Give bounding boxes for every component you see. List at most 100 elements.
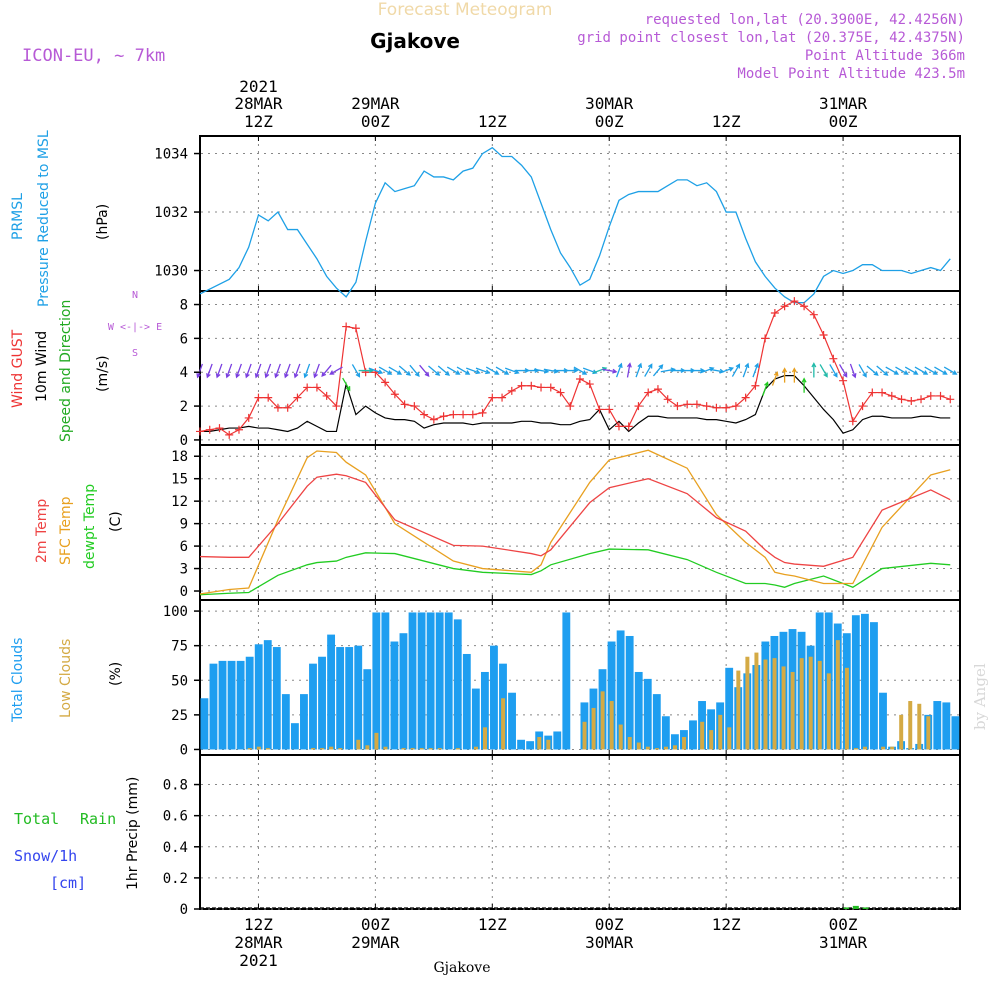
y-tick-label: 50 [171, 673, 188, 689]
total-cloud-bar [435, 612, 444, 750]
low-cloud-bar [618, 724, 623, 750]
wind-direction-arrow [615, 362, 623, 378]
wind-direction-arrow [495, 366, 510, 375]
place-name: Gjakove [370, 29, 460, 53]
gust-marker [196, 427, 204, 436]
wind-direction-arrow [644, 363, 653, 377]
low-cloud-bar [401, 748, 406, 750]
wind-direction-arrow [849, 363, 857, 379]
gust-marker [546, 383, 555, 392]
total-cloud-bar [417, 612, 426, 750]
y-tick-label: 100 [163, 604, 188, 620]
wind-direction-arrow [866, 365, 879, 376]
total-cloud-bar [562, 612, 571, 750]
low-cloud-bar [899, 714, 904, 750]
low-cloud-bar [718, 714, 723, 750]
low-cloud-bar [709, 730, 714, 750]
y-tick-label: 0 [180, 433, 188, 449]
wind-direction-arrow [235, 363, 242, 379]
total-cloud-bar [634, 671, 643, 750]
precip-total-label: Total [14, 810, 59, 828]
low-cloud-bar [908, 701, 913, 750]
total-cloud-bar [942, 702, 951, 750]
wind-gust-line [199, 300, 951, 436]
wind-direction-arrow [378, 366, 393, 375]
top-year-label: 2021 [239, 77, 278, 96]
gust-marker [410, 402, 419, 411]
gust-marker [926, 391, 935, 400]
low-clouds-label: Low Clouds [58, 639, 74, 718]
total-cloud-bar [272, 647, 281, 750]
wind-dir-label: Speed and Direction [58, 300, 74, 442]
rain-bar [843, 907, 850, 909]
gust-marker [624, 422, 633, 431]
total-cloud-bar [426, 612, 435, 750]
low-cloud-bar [365, 745, 370, 750]
pressure-label-2: Pressure Reduced to MSL [36, 130, 52, 307]
wind-direction-arrow [321, 364, 332, 377]
y-tick-label: 3 [180, 562, 188, 578]
gust-marker [215, 424, 224, 433]
wind-direction-arrow [731, 363, 741, 377]
gust-marker [741, 393, 750, 402]
wind-direction-arrow [274, 363, 281, 379]
gust-marker [829, 354, 838, 363]
total-cloud-bar [408, 612, 417, 750]
wind-direction-arrow [206, 363, 213, 379]
bottom-time-label: 00Z [829, 915, 858, 934]
wind-direction-arrow [293, 363, 301, 379]
wind-direction-arrow [351, 364, 361, 378]
gust-marker [722, 403, 731, 412]
gust-marker [322, 391, 331, 400]
bottom-date-label: 31MAR [819, 933, 868, 952]
bottom-date-label: 30MAR [585, 933, 634, 952]
wind-direction-arrow [388, 366, 403, 375]
top-date-label: 30MAR [585, 94, 634, 113]
total-cloud-bar [725, 667, 734, 750]
low-cloud-bar [790, 671, 795, 750]
bottom-time-label: 00Z [361, 915, 390, 934]
top-time-label: 12Z [478, 112, 507, 131]
y-tick-label: 6 [180, 539, 188, 555]
gust-marker [264, 393, 273, 402]
gust-marker [576, 375, 584, 383]
y-tick-label: 75 [171, 639, 188, 655]
low-cloud-bar [890, 746, 895, 750]
low-cloud-bar [473, 746, 478, 750]
low-cloud-bar [537, 737, 542, 750]
total-cloud-bar [281, 694, 290, 750]
gust-marker [351, 324, 360, 333]
low-cloud-bar [320, 748, 325, 750]
low-cloud-bar [627, 737, 632, 750]
wind-direction-arrow [245, 363, 252, 379]
wind-direction-arrow [858, 364, 867, 378]
wind-direction-arrow [829, 364, 838, 378]
gust-marker [917, 395, 926, 404]
gust-marker [858, 402, 867, 411]
gust-marker [566, 402, 575, 411]
bottom-time-label: 00Z [595, 915, 624, 934]
wind-direction-arrow [914, 366, 929, 375]
low-cloud-bar [419, 748, 424, 750]
gust-marker [527, 381, 536, 390]
gridlines [201, 137, 959, 910]
wind-direction-arrow [284, 363, 291, 379]
low-cloud-bar [808, 656, 813, 750]
total-cloud-bar [625, 635, 634, 750]
rain-bar [862, 907, 869, 909]
gust-marker [361, 368, 370, 377]
gust-marker [342, 322, 351, 331]
gust-marker [839, 376, 848, 385]
low-cloud-bar [881, 746, 886, 750]
y-tick-label: 0 [180, 742, 188, 758]
low-cloud-bar [410, 748, 415, 750]
total-cloud-bar [879, 692, 887, 750]
y-tick-label: 1032 [154, 205, 188, 221]
y-tick-label: 0.8 [163, 778, 188, 794]
gust-marker [848, 417, 857, 426]
total-cloud-bar [372, 612, 381, 750]
watermark: by Angel [971, 663, 989, 730]
compass-n: N [132, 290, 138, 301]
gust-marker [692, 400, 701, 409]
total-cloud-bar [390, 641, 399, 750]
